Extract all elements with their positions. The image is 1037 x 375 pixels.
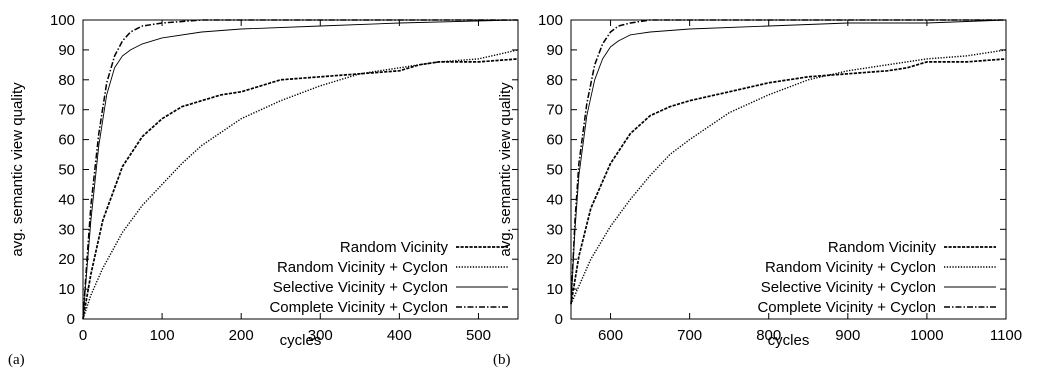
panel-label: (b): [493, 352, 511, 368]
series-line-2: [82, 49, 519, 320]
series-line-1: [82, 58, 519, 320]
y-tick-label: 10: [546, 281, 563, 298]
y-tick-label: 70: [58, 102, 75, 119]
y-tick-label: 70: [546, 102, 563, 119]
chart-panel-1: 0 10 20 30 40 50 60 70 80 90 100 0 100 200 300 400 500 cy…: [8, 12, 519, 368]
x-tick-label: 600: [598, 327, 623, 344]
x-tick-label: 900: [835, 327, 860, 344]
y-tick-label: 40: [546, 191, 563, 208]
y-tick-label: 90: [58, 42, 75, 59]
x-tick-label: 400: [387, 327, 412, 344]
x-tick-label: 700: [677, 327, 702, 344]
legend-label-2: Random Vicinity + Cyclon: [765, 259, 936, 276]
y-tick-label: 50: [546, 162, 563, 179]
legend-label-3: Selective Vicinity + Cyclon: [273, 279, 448, 296]
series-line-2: [570, 49, 1007, 305]
y-tick-label: 50: [58, 162, 75, 179]
x-axis-label: cycles: [280, 332, 322, 349]
x-tick-label: 1100: [990, 327, 1022, 344]
x-tick-label: 300: [308, 327, 333, 344]
series-line-3: [570, 19, 1007, 305]
series-line-1: [570, 58, 1007, 305]
y-tick-label: 10: [58, 281, 75, 298]
y-tick-label: 60: [58, 132, 75, 149]
y-tick-label: 20: [546, 251, 563, 268]
y-tick-label: 80: [58, 72, 75, 89]
series-line-3: [82, 19, 519, 320]
legend-label-1: Random Vicinity: [340, 239, 449, 256]
y-tick-label: 20: [58, 251, 75, 268]
y-tick-label: 80: [546, 72, 563, 89]
legend-label-2: Random Vicinity + Cyclon: [277, 259, 448, 276]
legend-label-4: Complete Vicinity + Cyclon: [757, 299, 936, 316]
series-line-4: [570, 19, 1006, 305]
y-tick-label: 0: [67, 311, 75, 328]
y-tick-label: 100: [50, 12, 75, 29]
x-tick-label: 200: [229, 327, 254, 344]
y-tick-label: 30: [546, 221, 563, 238]
y-tick-label: 100: [538, 12, 563, 29]
y-tick-label: 30: [58, 221, 75, 238]
x-tick-label: 500: [466, 327, 491, 344]
y-axis-label: avg. semantic view quality: [497, 82, 514, 257]
legend-label-3: Selective Vicinity + Cyclon: [761, 279, 936, 296]
x-tick-label: 1000: [910, 327, 943, 344]
y-tick-label: 60: [546, 132, 563, 149]
x-axis-label: cycles: [768, 332, 810, 349]
y-axis-label: avg. semantic view quality: [9, 82, 26, 257]
y-tick-label: 90: [546, 42, 563, 59]
x-tick-label: 0: [79, 327, 87, 344]
legend-label-1: Random Vicinity: [828, 239, 937, 256]
legend-label-4: Complete Vicinity + Cyclon: [269, 299, 448, 316]
x-tick-label: 100: [150, 327, 175, 344]
y-tick-label: 40: [58, 191, 75, 208]
panel-label: (a): [8, 352, 25, 368]
x-tick-label: 800: [756, 327, 781, 344]
y-tick-label: 0: [555, 311, 563, 328]
chart-panel-2: 0 10 20 30 40 50 60 70 80 90 100 600 700 800 900 1000 11…: [493, 12, 1022, 368]
